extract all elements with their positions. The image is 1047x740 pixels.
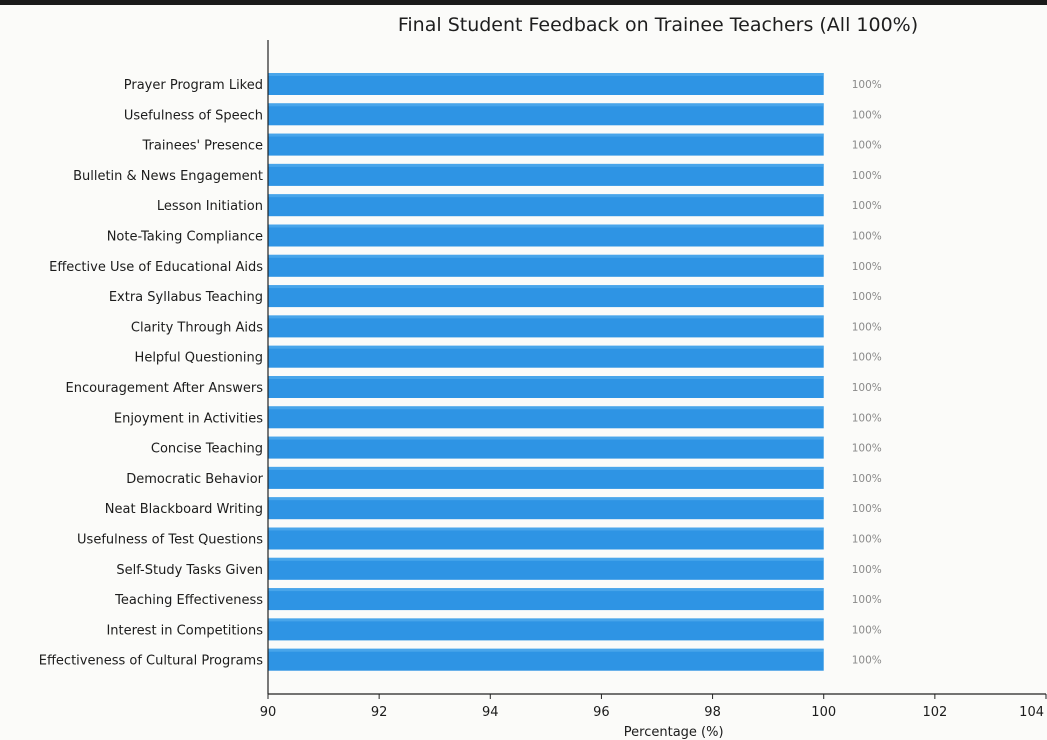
data-label-11: 100% [852, 412, 882, 424]
bar-6 [268, 254, 824, 277]
data-label-8: 100% [852, 321, 882, 333]
bar-highlight-3 [268, 163, 824, 167]
bar-19 [268, 648, 824, 671]
data-label-15: 100% [852, 534, 882, 546]
category-label-6: Effective Use of Educational Aids [49, 260, 263, 275]
x-axis: 90 92 94 96 98 100 102 104 [260, 693, 1047, 720]
bar-highlight-1 [268, 103, 824, 107]
data-label-19: 100% [852, 655, 882, 667]
data-label-10: 100% [852, 382, 882, 394]
category-label-16: Self-Study Tasks Given [116, 563, 263, 578]
bar-highlight-4 [268, 194, 824, 198]
data-labels: 100% 100% 100% 100% 100% 100% 100% 100% 100% 100%… [852, 79, 882, 667]
category-labels: Prayer Program Liked Usefulness of Speech… [39, 78, 264, 669]
category-label-15: Usefulness of Test Questions [77, 533, 263, 548]
bar-7 [268, 285, 824, 308]
x-tick-label-3: 96 [593, 705, 610, 720]
data-label-6: 100% [852, 261, 882, 273]
category-label-7: Extra Syllabus Teaching [109, 290, 263, 305]
bar-12 [268, 436, 824, 459]
bar-14 [268, 497, 824, 520]
bar-0 [268, 73, 824, 95]
category-label-1: Usefulness of Speech [124, 108, 263, 123]
top-border [0, 0, 1047, 5]
chart-title: Final Student Feedback on Trainee Teache… [397, 14, 919, 36]
bar-3 [268, 163, 824, 186]
x-axis-title: Percentage (%) [624, 725, 724, 740]
x-tick-label-7: 104 [1019, 705, 1044, 720]
x-tick-label-2: 94 [482, 705, 499, 720]
category-label-3: Bulletin & News Engagement [73, 169, 263, 184]
category-label-12: Concise Teaching [151, 442, 263, 457]
category-label-8: Clarity Through Aids [131, 320, 263, 335]
data-label-3: 100% [852, 170, 882, 182]
data-label-18: 100% [852, 624, 882, 636]
category-label-18: Interest in Competitions [106, 623, 263, 638]
bar-1 [268, 103, 824, 126]
bar-11 [268, 406, 824, 429]
category-label-2: Trainees' Presence [142, 139, 264, 154]
data-label-17: 100% [852, 594, 882, 606]
bar-highlight-7 [268, 285, 824, 289]
category-label-17: Teaching Effectiveness [114, 593, 263, 608]
bar-highlight-5 [268, 224, 824, 228]
bar-4 [268, 194, 824, 217]
bar-highlight-14 [268, 497, 824, 501]
bar-highlight-9 [268, 345, 824, 349]
data-label-14: 100% [852, 503, 882, 515]
x-tick-label-5: 100 [811, 705, 836, 720]
data-label-4: 100% [852, 200, 882, 212]
category-label-13: Democratic Behavior [126, 472, 263, 487]
bar-highlight-10 [268, 376, 824, 379]
bar-10 [268, 376, 824, 398]
data-label-5: 100% [852, 231, 882, 243]
data-label-16: 100% [852, 564, 882, 576]
category-label-0: Prayer Program Liked [124, 78, 263, 93]
bar-16 [268, 557, 824, 580]
bar-highlight-12 [268, 436, 824, 440]
bar-highlight-8 [268, 315, 824, 319]
bar-highlight-11 [268, 406, 824, 410]
data-label-0: 100% [852, 79, 882, 91]
category-label-5: Note-Taking Compliance [107, 230, 263, 245]
bar-8 [268, 315, 824, 338]
category-label-14: Neat Blackboard Writing [105, 502, 263, 517]
data-label-12: 100% [852, 443, 882, 455]
bar-highlight-0 [268, 73, 824, 76]
bar-18 [268, 618, 824, 641]
bar-highlight-15 [268, 527, 824, 531]
data-label-2: 100% [852, 140, 882, 152]
data-label-13: 100% [852, 473, 882, 485]
category-label-10: Encouragement After Answers [66, 381, 264, 396]
data-label-7: 100% [852, 291, 882, 303]
category-label-9: Helpful Questioning [135, 351, 263, 366]
bar-5 [268, 224, 824, 247]
bar-highlight-6 [268, 254, 824, 258]
data-label-9: 100% [852, 352, 882, 364]
bar-13 [268, 466, 824, 489]
x-tick-label-1: 92 [371, 705, 388, 720]
bar-highlight-2 [268, 133, 824, 137]
category-label-11: Enjoyment in Activities [114, 411, 263, 426]
bar-17 [268, 588, 824, 611]
data-label-1: 100% [852, 109, 882, 121]
bar-highlight-13 [268, 466, 824, 470]
bar-highlight-16 [268, 557, 824, 561]
x-tick-label-4: 98 [704, 705, 721, 720]
bar-highlight-18 [268, 618, 824, 622]
bar-2 [268, 133, 824, 156]
x-tick-label-0: 90 [260, 705, 277, 720]
bar-9 [268, 345, 824, 368]
bar-15 [268, 527, 824, 550]
x-tick-label-6: 102 [922, 705, 947, 720]
bars-group [268, 73, 824, 671]
bar-highlight-17 [268, 588, 824, 592]
bar-highlight-19 [268, 648, 824, 652]
category-label-4: Lesson Initiation [157, 199, 263, 214]
category-label-19: Effectiveness of Cultural Programs [39, 654, 263, 669]
